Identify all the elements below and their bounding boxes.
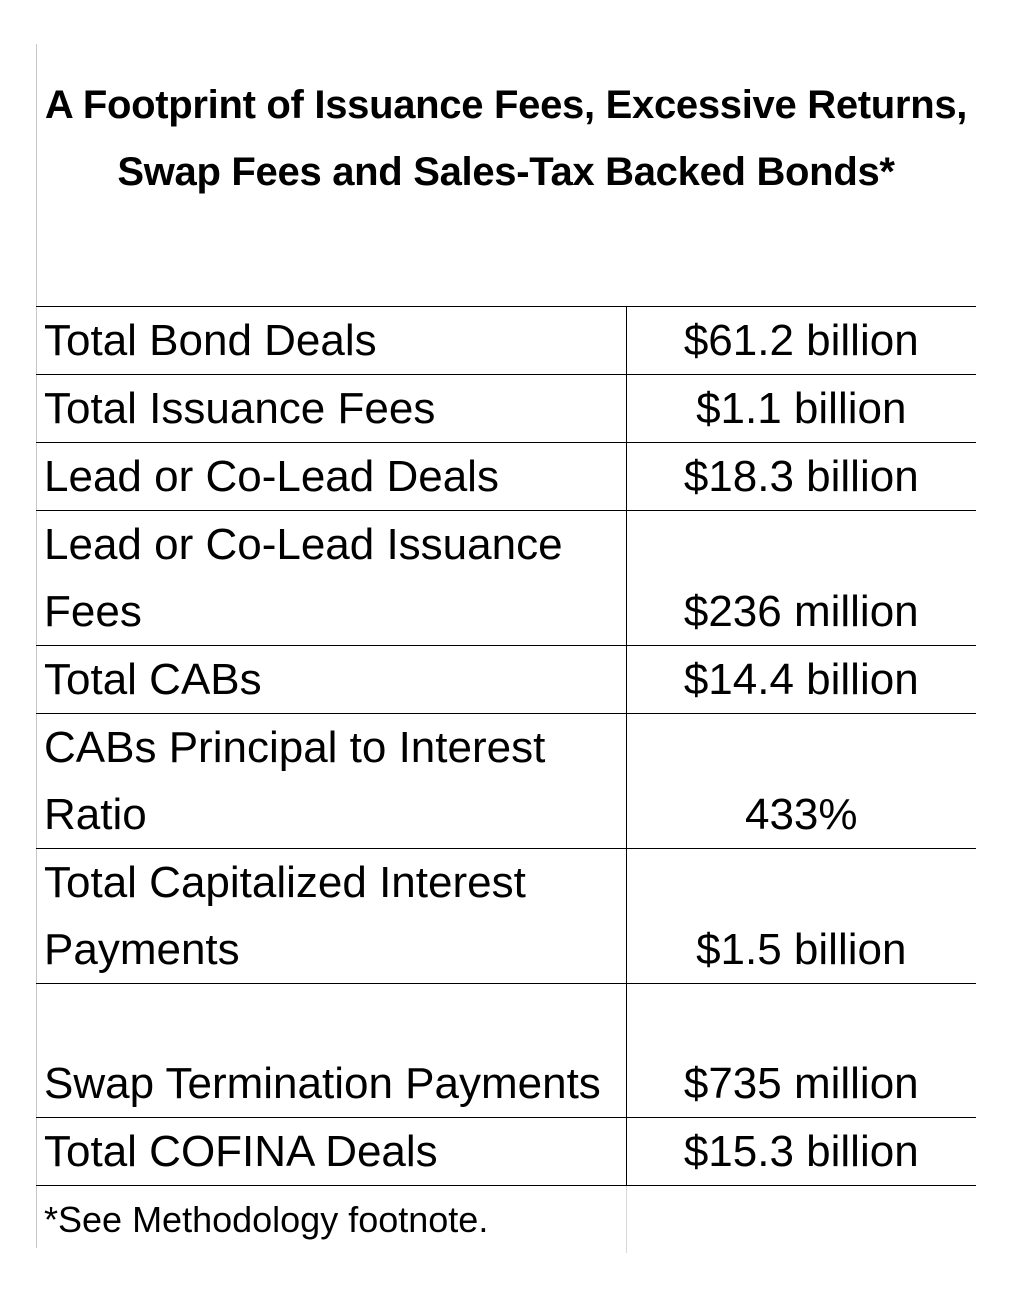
- row-label: CABs Principal to Interest Ratio: [36, 713, 626, 849]
- row-value: $1.1 billion: [625, 374, 976, 443]
- row-value: $61.2 billion: [625, 306, 976, 375]
- row-value: $18.3 billion: [625, 442, 976, 511]
- table-row: CABs Principal to Interest Ratio 433%: [36, 713, 976, 849]
- row-label: Total Capitalized Interest Payments: [36, 848, 626, 984]
- row-value: $735 million: [625, 983, 976, 1118]
- footnote-text: *See Methodology footnote.: [36, 1185, 626, 1253]
- row-label: Lead or Co-Lead Issuance Fees: [36, 510, 626, 646]
- table-row: Total CABs $14.4 billion: [36, 645, 976, 714]
- footnote-empty-cell: [625, 1185, 976, 1253]
- row-label: Total Bond Deals: [36, 306, 626, 375]
- table-row: Swap Termination Payments $735 million: [36, 983, 976, 1118]
- row-value: $1.5 billion: [625, 848, 976, 984]
- table-row: Total Capitalized Interest Payments $1.5…: [36, 848, 976, 984]
- table-row: Total COFINA Deals $15.3 billion: [36, 1117, 976, 1186]
- row-label: Total COFINA Deals: [36, 1117, 626, 1186]
- row-value: $14.4 billion: [625, 645, 976, 714]
- row-label: Lead or Co-Lead Deals: [36, 442, 626, 511]
- table-row: Lead or Co-Lead Deals $18.3 billion: [36, 442, 976, 511]
- table-row: Lead or Co-Lead Issuance Fees $236 milli…: [36, 510, 976, 646]
- row-label: Total Issuance Fees: [36, 374, 626, 443]
- footnote-row: *See Methodology footnote.: [36, 1185, 976, 1253]
- row-label: Swap Termination Payments: [36, 983, 626, 1118]
- table-title: A Footprint of Issuance Fees, Excessive …: [44, 83, 968, 194]
- row-value: 433%: [625, 713, 976, 849]
- row-value: $15.3 billion: [625, 1117, 976, 1186]
- table-sheet: A Footprint of Issuance Fees, Excessive …: [36, 44, 976, 1253]
- data-table: Total Bond Deals $61.2 billion Total Iss…: [36, 306, 976, 1253]
- table-row: Total Bond Deals $61.2 billion: [36, 306, 976, 375]
- table-row: Total Issuance Fees $1.1 billion: [36, 374, 976, 443]
- row-label: Total CABs: [36, 645, 626, 714]
- row-value: $236 million: [625, 510, 976, 646]
